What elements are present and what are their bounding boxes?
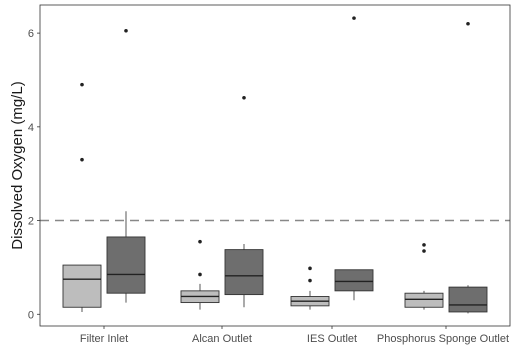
x-tick-label: Filter Inlet bbox=[80, 333, 128, 345]
x-tick-label: Alcan Outlet bbox=[192, 333, 252, 345]
y-tick-label: 4 bbox=[28, 122, 34, 134]
y-tick-label: 0 bbox=[28, 309, 34, 321]
outlier-point bbox=[422, 243, 426, 247]
x-tick-label: Phosphorus Sponge Outlet bbox=[377, 333, 509, 345]
outlier-point bbox=[352, 16, 356, 20]
box-rect bbox=[404, 292, 444, 308]
outlier-point bbox=[80, 82, 84, 87]
y-axis-ticks: 0 2 4 6 bbox=[28, 28, 40, 321]
y-tick-label: 2 bbox=[28, 216, 34, 228]
box-rect bbox=[106, 236, 146, 294]
box-rect bbox=[334, 269, 374, 292]
y-axis-title: Dissolved Oxygen (mg/L) bbox=[9, 81, 26, 249]
box-group bbox=[448, 21, 488, 314]
x-tick-label: IES Outlet bbox=[307, 333, 357, 345]
outlier-point bbox=[308, 266, 312, 271]
box-rect bbox=[62, 264, 102, 308]
box-group bbox=[224, 95, 264, 308]
box-group bbox=[334, 16, 374, 301]
box-group bbox=[180, 239, 220, 310]
box-group bbox=[62, 82, 102, 312]
outlier-point bbox=[466, 21, 470, 26]
outlier-point bbox=[124, 28, 128, 33]
box-group bbox=[404, 243, 444, 310]
outlier-point bbox=[242, 95, 246, 100]
y-tick-label: 6 bbox=[28, 28, 34, 40]
outlier-point bbox=[422, 249, 426, 253]
x-axis-ticks: Filter Inlet Alcan Outlet IES Outlet Phosph… bbox=[80, 326, 509, 345]
box-rect bbox=[448, 286, 488, 313]
boxes-layer bbox=[62, 16, 488, 314]
outlier-point bbox=[308, 278, 312, 283]
plot-panel-border bbox=[39, 4, 511, 327]
box-group bbox=[290, 266, 330, 310]
outlier-point bbox=[80, 157, 84, 162]
outlier-point bbox=[198, 239, 202, 244]
box-group bbox=[106, 28, 146, 303]
outlier-point bbox=[198, 272, 202, 277]
box-rect bbox=[224, 249, 264, 296]
